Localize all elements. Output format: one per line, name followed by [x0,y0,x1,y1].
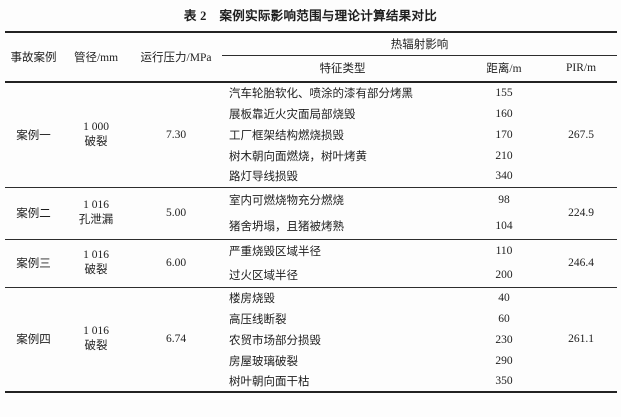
feature-type-cell: 室内可燃烧物充分燃烧 [229,195,344,208]
table-row: 猪舍坍塌，且猪被烤熟 104 [5,213,617,239]
pipe-diameter-value: 1 000 [83,120,109,133]
failure-mode-label: 破裂 [84,135,108,148]
failure-mode-label: 孔泄漏 [78,214,114,226]
distance-cell: 40 [498,291,510,304]
pressure-cell: 7.30 [165,128,187,141]
feature-type-cell: 树木朝向面燃烧，树叶烤黄 [229,150,367,163]
feature-type-cell: 高压线断裂 [229,313,287,326]
distance-cell: 170 [495,128,513,141]
failure-mode-label: 破裂 [84,340,108,353]
table-row: 案例三 1 016 破裂 6.00 严重烧毁区域半径 110 246.4 [5,239,617,276]
pir-cell: 246.4 [568,257,594,269]
pir-cell: 224.9 [568,207,594,219]
pipe-diameter-cell: 1 000 破裂 [62,82,130,187]
table-row: 过火区域半径 200 [5,263,617,287]
pipe-diameter-value: 1 016 [83,199,109,211]
pipe-diameter-cell: 1 016 破裂 [62,239,130,287]
table-title: 表 2 案例实际影响范围与理论计算结果对比 [183,9,438,23]
header-diameter: 管径/mm [73,52,119,64]
distance-cell: 104 [495,219,513,232]
table-row: 高压线断裂 60 [5,308,617,329]
pir-cell: 267.5 [568,128,594,141]
feature-type-cell: 工厂框架结构燃烧损毁 [229,129,344,142]
case-name-cell: 案例二 [16,208,51,220]
table-row: 树木朝向面燃烧，树叶烤黄 210 [5,145,617,166]
feature-type-cell: 过火区域半径 [229,269,298,282]
feature-type-cell: 路灯导线损毁 [229,171,298,184]
comparison-table: 事故案例 管径/mm 运行压力/MPa 热辐射影响 特征类型 距离/m PIR/… [5,31,618,393]
feature-type-cell: 房屋玻璃破裂 [229,355,298,368]
pir-cell: 261.1 [568,333,594,346]
table-header: 事故案例 管径/mm 运行压力/MPa 热辐射影响 特征类型 距离/m PIR/… [5,32,618,82]
pipe-diameter-value: 1 016 [83,249,109,261]
case-group-4: 案例四 1 016 破裂 6.74 楼房烧毁 40 261.1 高压线断裂 60 农贸市场部分损毁… [5,287,618,392]
feature-type-cell: 汽车轮胎软化、喷涂的漆有部分烤黑 [229,88,413,100]
pipe-diameter-value: 1 016 [83,325,109,338]
pipe-diameter-cell: 1 016 孔泄漏 [62,187,130,239]
distance-cell: 290 [495,354,513,367]
distance-cell: 200 [495,268,513,281]
case-name-cell: 案例三 [16,258,51,270]
header-row-top: 事故案例 管径/mm 运行压力/MPa 热辐射影响 [5,32,618,64]
header-distance: 距离/m [486,63,522,76]
feature-type-cell: 严重烧毁区域半径 [229,246,321,259]
feature-type-cell: 农贸市场部分损毁 [229,334,321,347]
feature-type-cell: 树叶朝向面干枯 [229,376,310,388]
distance-cell: 210 [495,149,513,162]
table-row: 案例二 1 016 孔泄漏 5.00 室内可燃烧物充分燃烧 98 224.9 [5,187,617,226]
table-row: 工厂框架结构燃烧损毁 170 [5,124,617,145]
distance-cell: 110 [495,245,513,258]
distance-cell: 98 [498,194,510,207]
table-row: 树叶朝向面干枯 350 [5,371,617,392]
case-name-cell: 案例四 [16,334,51,347]
pressure-cell: 6.74 [165,333,187,346]
failure-mode-label: 破裂 [84,264,108,276]
table-row: 农贸市场部分损毁 230 [5,329,617,350]
header-pir: PIR/m [565,62,597,75]
header-feature: 特征类型 [319,63,366,76]
distance-cell: 60 [498,312,510,325]
feature-type-cell: 楼房烧毁 [229,292,275,305]
header-case: 事故案例 [10,52,57,64]
distance-cell: 350 [495,375,513,387]
case-name-cell: 案例一 [16,129,51,142]
feature-type-cell: 展板靠近火灾面局部烧毁 [229,108,356,121]
header-row-sub: 特征类型 距离/m PIR/m [5,55,617,82]
distance-cell: 230 [495,333,513,346]
distance-cell: 340 [495,170,513,183]
table-row: 展板靠近火灾面局部烧毁 160 [5,103,617,124]
pipe-diameter-cell: 1 016 破裂 [62,287,130,392]
distance-cell: 155 [495,87,513,99]
table-row: 路灯导线损毁 340 [5,166,617,187]
header-radiation-group: 热辐射影响 [222,32,618,56]
case-group-1: 案例一 1 000 破裂 7.30 汽车轮胎软化、喷涂的漆有部分烤黑 155 267.5 展板… [5,82,617,187]
table-row: 案例四 1 016 破裂 6.74 楼房烧毁 40 261.1 [5,287,617,353]
header-pressure: 运行压力/MPa [140,52,212,64]
case-group-2: 案例二 1 016 孔泄漏 5.00 室内可燃烧物充分燃烧 98 224.9 猪舍坍塌，且猪被… [5,187,618,239]
document-page: 表 2 案例实际影响范围与理论计算结果对比 事故案例 管径/mm 运行压力/MP… [0,8,621,393]
pressure-cell: 5.00 [165,207,187,219]
table-row: 房屋玻璃破裂 290 [5,350,617,371]
pressure-cell: 6.00 [165,257,187,269]
table-row: 案例一 1 000 破裂 7.30 汽车轮胎软化、喷涂的漆有部分烤黑 155 267.5 [5,82,617,148]
case-group-3: 案例三 1 016 破裂 6.00 严重烧毁区域半径 110 246.4 过火区域半径 200 [5,239,618,287]
feature-type-cell: 猪舍坍塌，且猪被烤熟 [229,220,344,233]
distance-cell: 160 [495,107,513,120]
